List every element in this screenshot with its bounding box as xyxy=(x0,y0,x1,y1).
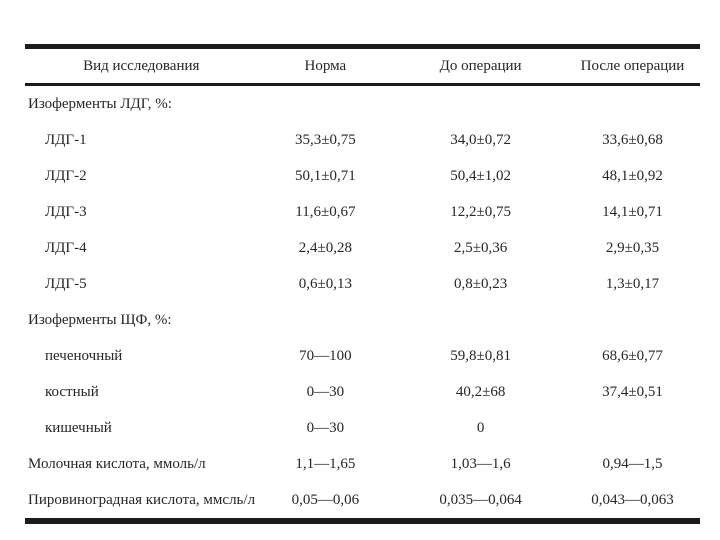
after-value: 48,1±0,92 xyxy=(602,167,663,184)
before-value: 0 xyxy=(476,419,485,436)
norm-value: 0,05—0,06 xyxy=(291,491,360,508)
norm-value: 70—100 xyxy=(299,347,352,364)
col-header-norm: Норма xyxy=(304,57,347,74)
col-header-after: После операции xyxy=(580,57,685,74)
row-label: костный xyxy=(45,383,99,400)
row-label: Изоферменты ЩФ, %: xyxy=(28,311,172,328)
row-label: ЛДГ-2 xyxy=(45,167,87,184)
norm-value: 11,6±0,67 xyxy=(295,203,356,220)
after-value: 1,3±0,17 xyxy=(605,275,660,292)
after-value: 68,6±0,77 xyxy=(602,347,663,364)
before-value: 12,2±0,75 xyxy=(450,203,511,220)
after-value: 37,4±0,51 xyxy=(602,383,663,400)
table-row: ЛДГ-3 11,6±0,67 12,2±0,75 14,1±0,71 xyxy=(25,194,700,230)
row-label: Изоферменты ЛДГ, %: xyxy=(28,95,172,112)
row-label: Молочная кислота, ммоль/л xyxy=(28,455,206,472)
after-value: 14,1±0,71 xyxy=(602,203,663,220)
table-row: Пировиноградная кислота, ммсль/л 0,05—0,… xyxy=(25,482,700,518)
norm-value: 35,3±0,75 xyxy=(295,131,356,148)
row-label: ЛДГ-5 xyxy=(45,275,87,292)
table-row-group-schf: Изоферменты ЩФ, %: xyxy=(25,302,700,338)
data-table: Вид исследования Норма До операции После… xyxy=(25,44,700,524)
row-label: печеночный xyxy=(45,347,123,364)
before-value: 0,8±0,23 xyxy=(454,275,508,292)
row-label: Пировиноградная кислота, ммсль/л xyxy=(28,491,255,508)
norm-value: 2,4±0,28 xyxy=(298,239,352,256)
after-value: 0,94—1,5 xyxy=(602,455,663,472)
table-row: кишечный 0—30 0 xyxy=(25,410,700,446)
table-row: ЛДГ-2 50,1±0,71 50,4±1,02 48,1±0,92 xyxy=(25,158,700,194)
norm-value: 1,1—1,65 xyxy=(295,455,356,472)
table-row: Молочная кислота, ммоль/л 1,1—1,65 1,03—… xyxy=(25,446,700,482)
before-value: 59,8±0,81 xyxy=(450,347,511,364)
after-value: 0,043—0,063 xyxy=(591,491,674,508)
table-header-row: Вид исследования Норма До операции После… xyxy=(25,44,700,86)
row-label: ЛДГ-3 xyxy=(45,203,87,220)
table-row: костный 0—30 40,2±68 37,4±0,51 xyxy=(25,374,700,410)
table-row: ЛДГ-4 2,4±0,28 2,5±0,36 2,9±0,35 xyxy=(25,230,700,266)
before-value: 0,035—0,064 xyxy=(439,491,522,508)
after-value: 2,9±0,35 xyxy=(605,239,660,256)
table-row: ЛДГ-5 0,6±0,13 0,8±0,23 1,3±0,17 xyxy=(25,266,700,302)
table-body: Изоферменты ЛДГ, %: ЛДГ-1 35,3±0,75 34,0… xyxy=(25,86,700,524)
table-row-group-ldg: Изоферменты ЛДГ, %: xyxy=(25,86,700,122)
before-value: 50,4±1,02 xyxy=(450,167,511,184)
before-value: 40,2±68 xyxy=(455,383,506,400)
norm-value: 0—30 xyxy=(306,419,345,436)
col-header-study: Вид исследования xyxy=(83,57,200,74)
before-value: 34,0±0,72 xyxy=(450,131,511,148)
table-row: печеночный 70—100 59,8±0,81 68,6±0,77 xyxy=(25,338,700,374)
after-value: 33,6±0,68 xyxy=(602,131,663,148)
table-row: ЛДГ-1 35,3±0,75 34,0±0,72 33,6±0,68 xyxy=(25,122,700,158)
before-value: 2,5±0,36 xyxy=(454,239,508,256)
before-value: 1,03—1,6 xyxy=(450,455,511,472)
row-label: ЛДГ-1 xyxy=(45,131,87,148)
col-header-before: До операции xyxy=(439,57,522,74)
norm-value: 0,6±0,13 xyxy=(298,275,352,292)
row-label: ЛДГ-4 xyxy=(45,239,87,256)
norm-value: 0—30 xyxy=(306,383,345,400)
norm-value: 50,1±0,71 xyxy=(295,167,356,184)
row-label: кишечный xyxy=(45,419,112,436)
